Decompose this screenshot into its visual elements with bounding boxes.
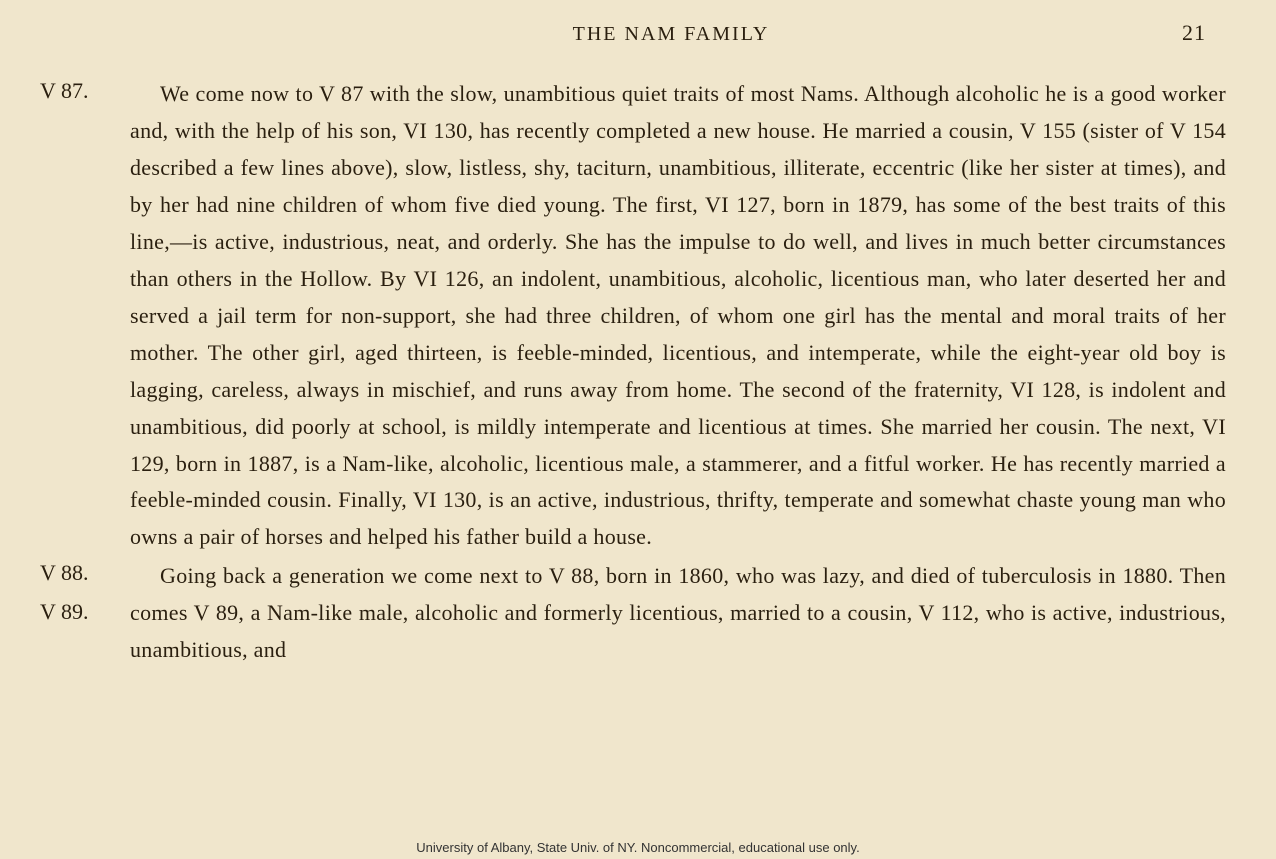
label-v87: V 87. (40, 78, 130, 104)
marginal-label: V 87. (40, 76, 130, 556)
running-title: THE NAM FAMILY (40, 23, 1182, 46)
page-number: 21 (1182, 20, 1206, 46)
document-page: THE NAM FAMILY 21 V 87. We come now to V… (0, 0, 1276, 669)
body-text: Going back a generation we come next to … (130, 558, 1226, 669)
paragraph-v88-v89: V 88. V 89. Going back a generation we c… (40, 558, 1226, 669)
paragraph-v87: V 87. We come now to V 87 with the slow,… (40, 76, 1226, 556)
label-v88: V 88. (40, 560, 130, 586)
marginal-label: V 88. V 89. (40, 558, 130, 669)
page-header: THE NAM FAMILY 21 (40, 20, 1226, 76)
attribution-footer: University of Albany, State Univ. of NY.… (0, 838, 1276, 857)
body-text: We come now to V 87 with the slow, unamb… (130, 76, 1226, 556)
label-v89: V 89. (40, 599, 130, 625)
